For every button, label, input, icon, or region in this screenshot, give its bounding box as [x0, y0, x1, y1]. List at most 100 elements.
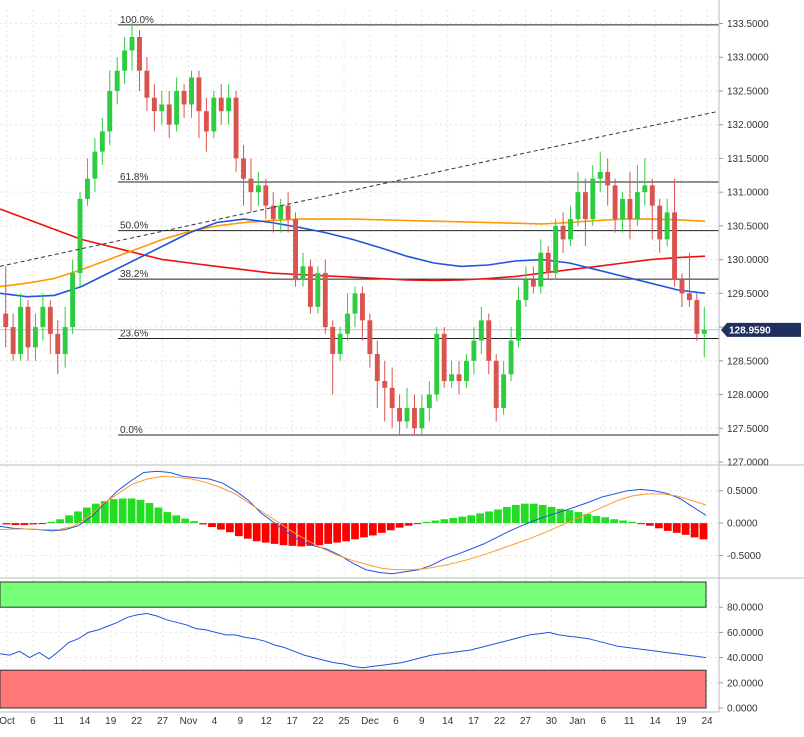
x-tick-label: 22: [494, 716, 506, 727]
rsi-panel: [0, 581, 707, 709]
y-tick-label: 127.5000: [727, 424, 769, 435]
macd-bar: [83, 507, 91, 524]
x-tick-label: 11: [54, 716, 65, 727]
macd-bar: [386, 523, 395, 531]
fib-label: 61.8%: [120, 172, 148, 183]
candle-body: [649, 185, 655, 206]
candle-body: [70, 273, 76, 328]
macd-bar: [565, 510, 574, 524]
macd-bar: [100, 501, 109, 524]
macd-bar: [252, 523, 261, 542]
candle-body: [634, 192, 640, 220]
macd-bar: [610, 519, 619, 524]
candle-body: [25, 306, 31, 348]
candle-body: [47, 306, 53, 334]
candle-body: [359, 293, 365, 321]
candle-body: [679, 279, 685, 294]
macd-bar: [145, 503, 154, 524]
moving-average-line: [0, 218, 706, 288]
macd-bar: [663, 523, 672, 531]
macd-histogram: [2, 498, 708, 547]
candle-body: [32, 327, 38, 348]
candle-body: [701, 329, 707, 334]
y-tick-label: -0.5000: [727, 551, 761, 562]
macd-bar: [288, 523, 297, 546]
candle-body: [159, 104, 165, 112]
candle-body: [664, 212, 670, 240]
macd-bar: [181, 518, 190, 524]
candle-body: [597, 171, 603, 179]
macd-bar: [529, 503, 538, 524]
macd-bar: [556, 508, 565, 524]
candle-body: [642, 185, 648, 193]
y-tick-label: 133.5000: [727, 19, 769, 30]
macd-bar: [279, 523, 288, 546]
macd-bar: [511, 504, 520, 524]
fib-label: 23.6%: [120, 329, 148, 340]
candle-body: [441, 333, 447, 382]
x-tick-label: 19: [105, 716, 117, 727]
macd-bar: [646, 523, 654, 526]
macd-panel: [0, 470, 708, 575]
macd-bar: [136, 499, 145, 524]
macd-bar: [538, 504, 547, 524]
macd-bar: [351, 523, 359, 540]
x-tick-label: 24: [701, 716, 713, 727]
macd-bar: [637, 523, 645, 525]
x-tick-label: 25: [338, 716, 350, 727]
macd-bar: [172, 515, 181, 524]
candle-body: [493, 360, 499, 409]
macd-bar: [583, 514, 592, 524]
candle-body: [575, 192, 581, 220]
macd-bar: [261, 523, 270, 543]
macd-bar: [377, 523, 386, 533]
candle-body: [382, 381, 388, 388]
macd-bar: [297, 523, 306, 547]
candle-body: [412, 408, 417, 429]
x-axis-labels: Oct 6 11 14 19 22 27 Nov 4 9 12 17 22 25 Dec 6 9 14 17 22 27…: [0, 716, 713, 727]
candle-body: [315, 273, 321, 307]
candle-body: [270, 205, 276, 220]
candle-body: [553, 225, 559, 274]
y-tick-label: 131.5000: [727, 154, 769, 165]
macd-bar: [458, 516, 467, 524]
macd-bar: [592, 515, 601, 524]
y-tick-label: 128.5000: [727, 356, 769, 367]
candle-body: [189, 77, 194, 105]
candle-body: [456, 374, 462, 382]
macd-bar: [190, 521, 199, 524]
candle-body: [293, 219, 298, 280]
macd-bar: [29, 523, 38, 525]
candle-body: [174, 90, 180, 125]
x-tick-label: 14: [79, 716, 91, 727]
macd-bar: [467, 515, 476, 524]
y-tick-label: 20.0000: [727, 678, 764, 689]
candle-body: [657, 205, 663, 240]
macd-bar: [234, 523, 243, 537]
macd-bar: [681, 523, 690, 535]
macd-bar: [109, 499, 118, 524]
x-tick-label: 12: [261, 716, 273, 727]
macd-bar: [226, 523, 234, 533]
candle-body: [374, 354, 380, 382]
candle-body: [367, 320, 373, 355]
x-tick-label: 14: [442, 716, 454, 727]
candle-body: [449, 374, 455, 382]
candle-body: [99, 131, 105, 152]
overbought-zone: [0, 581, 707, 608]
candle-body: [203, 111, 209, 132]
macd-bar: [217, 523, 225, 530]
x-tick-label: Nov: [180, 716, 198, 727]
macd-bar: [208, 523, 216, 528]
macd-bar: [127, 498, 136, 524]
macd-bar: [11, 523, 20, 526]
macd-bar: [440, 519, 449, 524]
candle-body: [620, 198, 625, 220]
candle-body: [612, 185, 618, 220]
candle-body: [144, 70, 150, 98]
y-tick-label: 0.5000: [727, 486, 758, 497]
candle-body: [389, 387, 395, 409]
macd-bar: [324, 523, 333, 544]
macd-bar: [699, 523, 708, 540]
x-tick-label: Oct: [0, 716, 15, 727]
